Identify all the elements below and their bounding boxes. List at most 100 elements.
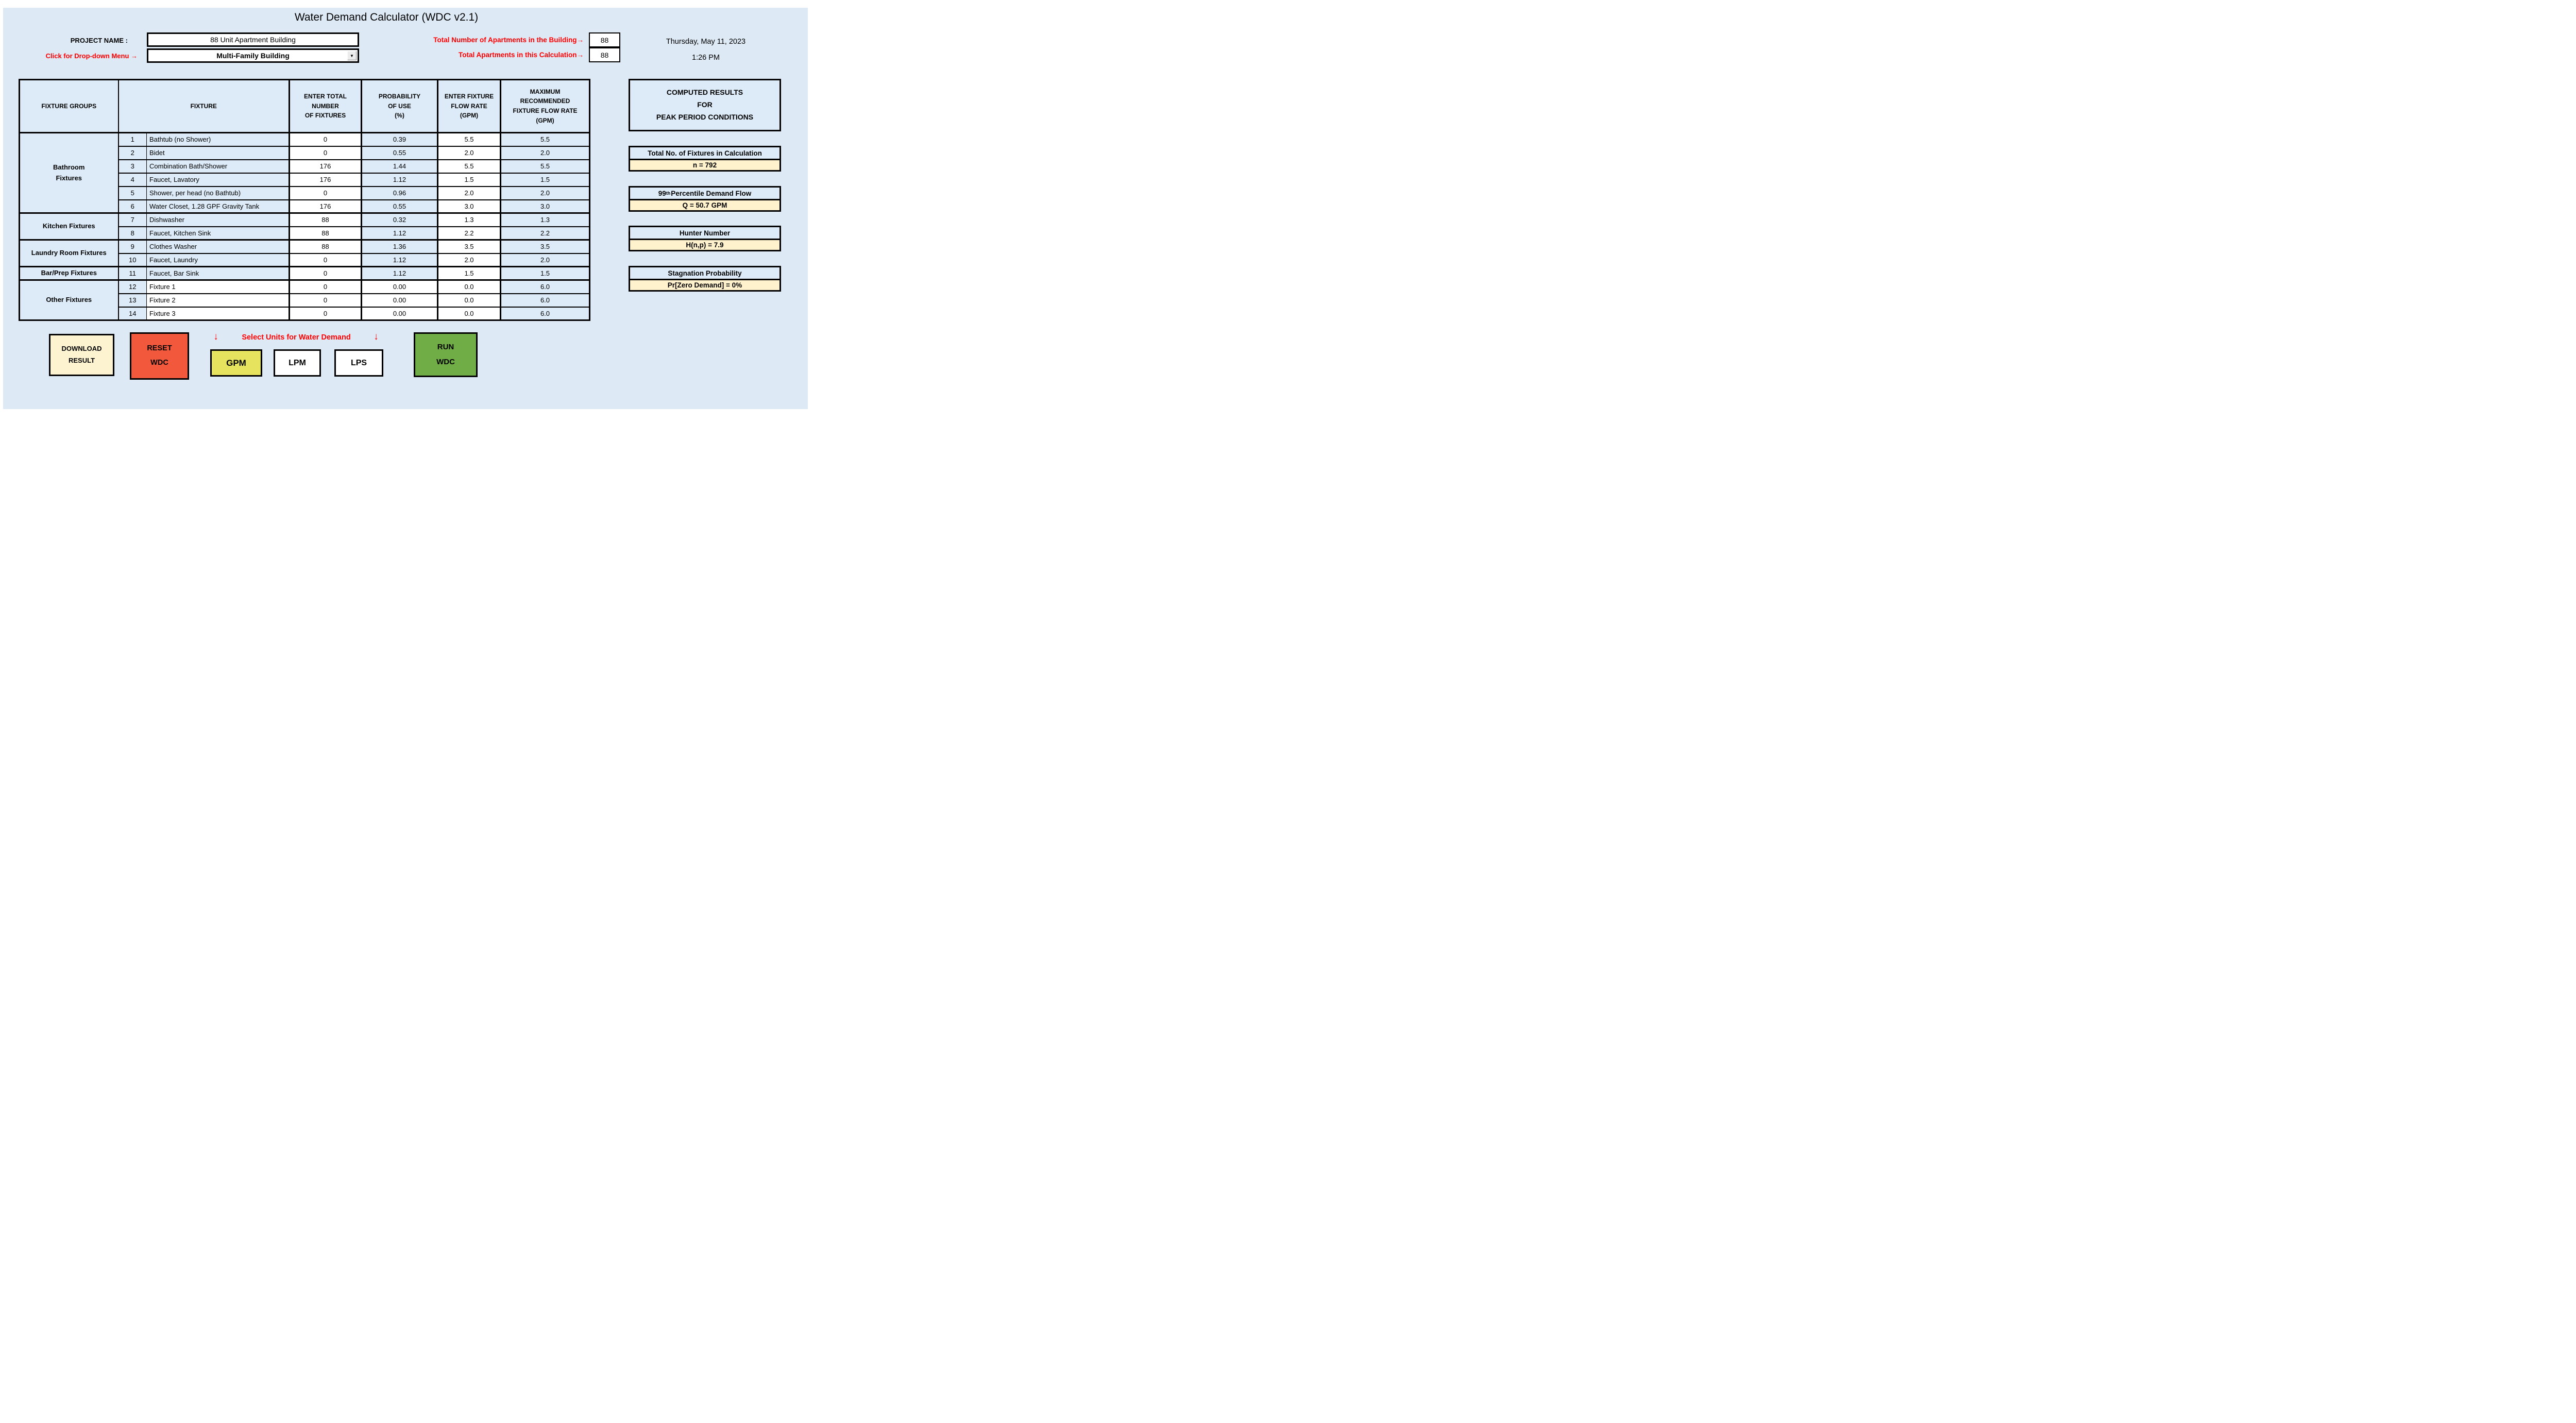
- row-number: 3: [117, 159, 147, 174]
- flow-rate-input[interactable]: 0.0: [437, 293, 501, 308]
- fixture-count-input[interactable]: 0: [289, 279, 362, 294]
- fixture-count-input[interactable]: 0: [289, 132, 362, 147]
- calc-apartments-label: Total Apartments in this Calculation→: [458, 50, 584, 59]
- probability-input[interactable]: 0.00: [361, 293, 438, 308]
- units-gpm-button[interactable]: GPM: [210, 349, 262, 377]
- row-number: 9: [117, 239, 147, 254]
- row-number: 13: [117, 293, 147, 308]
- building-type-value: Multi-Family Building: [216, 52, 290, 60]
- probability-of-use: 1.12: [361, 266, 438, 281]
- flow-rate-input[interactable]: 3.0: [437, 199, 501, 214]
- fixture-name-input[interactable]: Fixture 2: [146, 293, 290, 308]
- total-apartments-input[interactable]: 88: [589, 32, 620, 47]
- table-row: 14 Fixture 3 0 0.00 0.0 6.0: [20, 306, 590, 321]
- fixture-count-input[interactable]: 88: [289, 212, 362, 227]
- fixture-count-input[interactable]: 0: [289, 306, 362, 321]
- table-row: 13 Fixture 2 0 0.00 0.0 6.0: [20, 293, 590, 308]
- row-number: 8: [117, 226, 147, 241]
- flow-rate-input[interactable]: 1.5: [437, 266, 501, 281]
- fixture-count-input[interactable]: 88: [289, 239, 362, 254]
- current-date: Thursday, May 11, 2023: [666, 38, 746, 46]
- fixture-name: Faucet, Laundry: [146, 252, 290, 267]
- max-flow-rate: 2.0: [500, 145, 590, 160]
- fixture-name: Clothes Washer: [146, 239, 290, 254]
- probability-of-use: 1.12: [361, 172, 438, 187]
- project-name-label: PROJECT NAME :: [70, 36, 128, 44]
- flow-rate-input[interactable]: 2.0: [437, 252, 501, 267]
- max-flow-rate: 1.5: [500, 172, 590, 187]
- fixture-name: Faucet, Lavatory: [146, 172, 290, 187]
- dropdown-hint-label: Click for Drop-down Menu →: [45, 52, 138, 60]
- page-title: Water Demand Calculator (WDC v2.1): [294, 11, 479, 23]
- units-lpm-button[interactable]: LPM: [274, 349, 321, 377]
- current-time: 1:26 PM: [692, 54, 720, 62]
- row-number: 1: [117, 132, 147, 147]
- project-name-input[interactable]: 88 Unit Apartment Building: [147, 32, 359, 47]
- table-row: 2 Bidet 0 0.55 2.0 2.0: [20, 145, 590, 160]
- fixture-name: Faucet, Bar Sink: [146, 266, 290, 281]
- max-flow-rate: 2.2: [500, 226, 590, 241]
- row-number: 10: [117, 252, 147, 267]
- fixture-name-input[interactable]: Fixture 1: [146, 279, 290, 294]
- flow-rate-input[interactable]: 5.5: [437, 132, 501, 147]
- flow-rate-input[interactable]: 5.5: [437, 159, 501, 174]
- fixture-count-input[interactable]: 176: [289, 199, 362, 214]
- chevron-down-icon[interactable]: ▼: [347, 51, 357, 60]
- max-flow-rate: 5.5: [500, 159, 590, 174]
- download-result-button[interactable]: DOWNLOAD RESULT: [49, 334, 114, 376]
- flow-rate-input[interactable]: 0.0: [437, 279, 501, 294]
- probability-input[interactable]: 0.00: [361, 279, 438, 294]
- reset-wdc-button[interactable]: RESET WDC: [130, 332, 189, 380]
- row-number: 7: [117, 212, 147, 227]
- max-flow-rate: 1.3: [500, 212, 590, 227]
- flow-rate-input[interactable]: 1.3: [437, 212, 501, 227]
- fixture-count-input[interactable]: 88: [289, 226, 362, 241]
- hunter-number-label: Hunter Number: [630, 227, 779, 240]
- fixture-name: Faucet, Kitchen Sink: [146, 226, 290, 241]
- col-header-max-recommended-flow-rate: MAXIMUM RECOMMENDED FIXTURE FLOW RATE (G…: [500, 79, 590, 133]
- table-row: 8 Faucet, Kitchen Sink 88 1.12 2.2 2.2: [20, 226, 590, 241]
- table-row: 10 Faucet, Laundry 0 1.12 2.0 2.0: [20, 252, 590, 267]
- units-lps-button[interactable]: LPS: [334, 349, 383, 377]
- flow-rate-input[interactable]: 3.5: [437, 239, 501, 254]
- probability-of-use: 0.55: [361, 145, 438, 160]
- fixture-name: Water Closet, 1.28 GPF Gravity Tank: [146, 199, 290, 214]
- fixture-count-input[interactable]: 0: [289, 266, 362, 281]
- flow-rate-input[interactable]: 2.2: [437, 226, 501, 241]
- row-number: 11: [117, 266, 147, 281]
- fixture-name: Shower, per head (no Bathtub): [146, 185, 290, 200]
- table-row: Bar/Prep Fixtures 11 Faucet, Bar Sink 0 …: [19, 266, 590, 281]
- table-row: 6 Water Closet, 1.28 GPF Gravity Tank 17…: [20, 199, 590, 214]
- max-flow-rate: 3.5: [500, 239, 590, 254]
- total-fixtures-result-box: Total No. of Fixtures in Calculation n =…: [629, 146, 781, 172]
- fixture-name: Bathtub (no Shower): [146, 132, 290, 147]
- flow-rate-input[interactable]: 2.0: [437, 145, 501, 160]
- probability-of-use: 0.55: [361, 199, 438, 214]
- row-number: 5: [117, 185, 147, 200]
- fixture-count-input[interactable]: 0: [289, 145, 362, 160]
- fixture-name-input[interactable]: Fixture 3: [146, 306, 290, 321]
- probability-of-use: 0.96: [361, 185, 438, 200]
- max-flow-rate: 5.5: [500, 132, 590, 147]
- flow-rate-input[interactable]: 1.5: [437, 172, 501, 187]
- building-type-dropdown[interactable]: Multi-Family Building ▼: [147, 48, 359, 63]
- flow-rate-input[interactable]: 0.0: [437, 306, 501, 321]
- probability-input[interactable]: 0.00: [361, 306, 438, 321]
- fixture-count-input[interactable]: 176: [289, 159, 362, 174]
- total-apartments-label: Total Number of Apartments in the Buildi…: [433, 36, 584, 44]
- fixture-count-input[interactable]: 0: [289, 293, 362, 308]
- calc-apartments-input[interactable]: 88: [589, 47, 620, 62]
- row-number: 12: [117, 279, 147, 294]
- fixture-count-input[interactable]: 0: [289, 252, 362, 267]
- flow-rate-input[interactable]: 2.0: [437, 185, 501, 200]
- max-flow-rate: 6.0: [500, 293, 590, 308]
- fixture-group-label: Kitchen Fixtures: [19, 212, 119, 241]
- fixture-count-input[interactable]: 0: [289, 185, 362, 200]
- total-fixtures-value: n = 792: [692, 161, 717, 169]
- row-number: 6: [117, 199, 147, 214]
- run-wdc-button[interactable]: RUN WDC: [414, 332, 478, 377]
- table-row: 4 Faucet, Lavatory 176 1.12 1.5 1.5: [20, 172, 590, 187]
- fixture-count-input[interactable]: 176: [289, 172, 362, 187]
- probability-of-use: 0.32: [361, 212, 438, 227]
